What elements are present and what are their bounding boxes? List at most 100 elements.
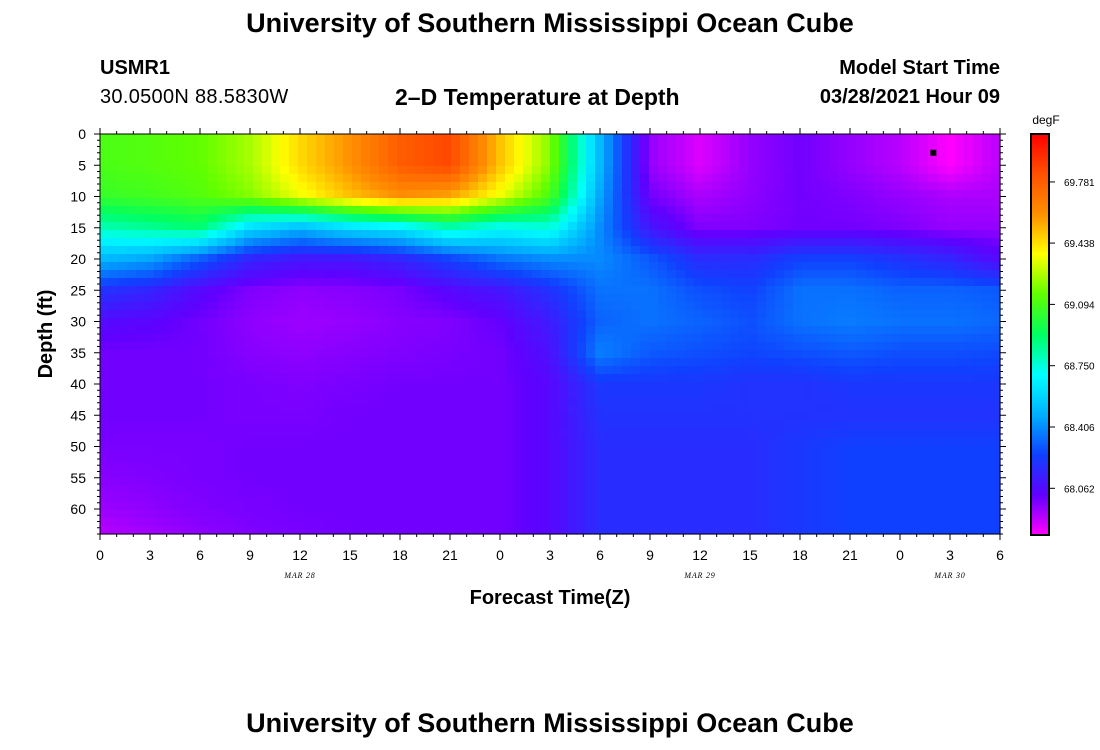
heatmap-cell <box>451 430 461 439</box>
heatmap-cell <box>973 222 983 231</box>
heatmap-cell <box>568 278 578 287</box>
heatmap-cell <box>478 182 488 191</box>
heatmap-cell <box>550 174 560 183</box>
heatmap-cell <box>820 222 830 231</box>
heatmap-cell <box>190 462 200 471</box>
heatmap-cell <box>676 326 686 335</box>
heatmap-cell <box>460 294 470 303</box>
heatmap-cell <box>190 502 200 511</box>
heatmap-cell <box>523 342 533 351</box>
heatmap-cell <box>343 406 353 415</box>
heatmap-cell <box>388 454 398 463</box>
heatmap-cell <box>262 286 272 295</box>
heatmap-cell <box>568 366 578 375</box>
heatmap-cell <box>721 478 731 487</box>
heatmap-cell <box>568 406 578 415</box>
heatmap-cell <box>307 278 317 287</box>
heatmap-cell <box>334 494 344 503</box>
heatmap-cell <box>676 446 686 455</box>
heatmap-cell <box>937 246 947 255</box>
heatmap-cell <box>334 366 344 375</box>
heatmap-cell <box>370 446 380 455</box>
heatmap-cell <box>919 214 929 223</box>
heatmap-cell <box>163 206 173 215</box>
heatmap-cell <box>541 470 551 479</box>
heatmap-cell <box>388 478 398 487</box>
heatmap-cell <box>874 318 884 327</box>
heatmap-cell <box>613 454 623 463</box>
heatmap-cell <box>379 518 389 527</box>
heatmap-cell <box>748 230 758 239</box>
heatmap-cell <box>208 198 218 207</box>
heatmap-cell <box>703 142 713 151</box>
heatmap-cell <box>631 494 641 503</box>
heatmap-cell <box>433 270 443 279</box>
heatmap-cell <box>559 334 569 343</box>
heatmap-cell <box>802 406 812 415</box>
heatmap-cell <box>640 494 650 503</box>
heatmap-cell <box>190 470 200 479</box>
heatmap-cell <box>460 214 470 223</box>
heatmap-cell <box>460 342 470 351</box>
heatmap-cell <box>766 182 776 191</box>
heatmap-cell <box>820 318 830 327</box>
heatmap-cell <box>379 222 389 231</box>
heatmap-cell <box>820 254 830 263</box>
heatmap-cell <box>379 390 389 399</box>
heatmap-cell <box>604 158 614 167</box>
heatmap-cell <box>424 302 434 311</box>
heatmap-cell <box>865 150 875 159</box>
heatmap-cell <box>469 166 479 175</box>
heatmap-cell <box>847 302 857 311</box>
heatmap-cell <box>334 134 344 143</box>
heatmap-cell <box>919 150 929 159</box>
heatmap-cell <box>766 286 776 295</box>
heatmap-cell <box>757 430 767 439</box>
heatmap-cell <box>532 182 542 191</box>
heatmap-cell <box>964 174 974 183</box>
heatmap-cell <box>523 422 533 431</box>
heatmap-cell <box>847 286 857 295</box>
heatmap-cell <box>397 214 407 223</box>
heatmap-cell <box>433 318 443 327</box>
heatmap-cell <box>352 374 362 383</box>
heatmap-cell <box>298 294 308 303</box>
heatmap-cell <box>766 502 776 511</box>
heatmap-cell <box>469 214 479 223</box>
heatmap-cell <box>748 222 758 231</box>
heatmap-cell <box>199 486 209 495</box>
heatmap-cell <box>532 502 542 511</box>
heatmap-cell <box>847 526 857 535</box>
heatmap-cell <box>523 174 533 183</box>
heatmap-cell <box>640 502 650 511</box>
heatmap-cell <box>613 422 623 431</box>
heatmap-cell <box>667 374 677 383</box>
heatmap-cell <box>199 294 209 303</box>
heatmap-cell <box>199 230 209 239</box>
heatmap-cell <box>118 238 128 247</box>
heatmap-cell <box>109 462 119 471</box>
heatmap-cell <box>415 390 425 399</box>
heatmap-cell <box>235 270 245 279</box>
heatmap-cell <box>829 398 839 407</box>
heatmap-cell <box>955 502 965 511</box>
heatmap-cell <box>622 286 632 295</box>
heatmap-cell <box>964 294 974 303</box>
heatmap-cell <box>487 518 497 527</box>
heatmap-cell <box>118 382 128 391</box>
heatmap-cell <box>379 526 389 535</box>
heatmap-cell <box>604 478 614 487</box>
heatmap-cell <box>946 206 956 215</box>
heatmap-cell <box>541 510 551 519</box>
heatmap-cell <box>190 310 200 319</box>
heatmap-cell <box>406 438 416 447</box>
heatmap-cell <box>559 326 569 335</box>
heatmap-cell <box>802 214 812 223</box>
heatmap-cell <box>874 414 884 423</box>
heatmap-cell <box>586 206 596 215</box>
heatmap-cell <box>694 294 704 303</box>
heatmap-cell <box>235 486 245 495</box>
heatmap-cell <box>973 310 983 319</box>
heatmap-cell <box>136 406 146 415</box>
heatmap-cell <box>838 238 848 247</box>
